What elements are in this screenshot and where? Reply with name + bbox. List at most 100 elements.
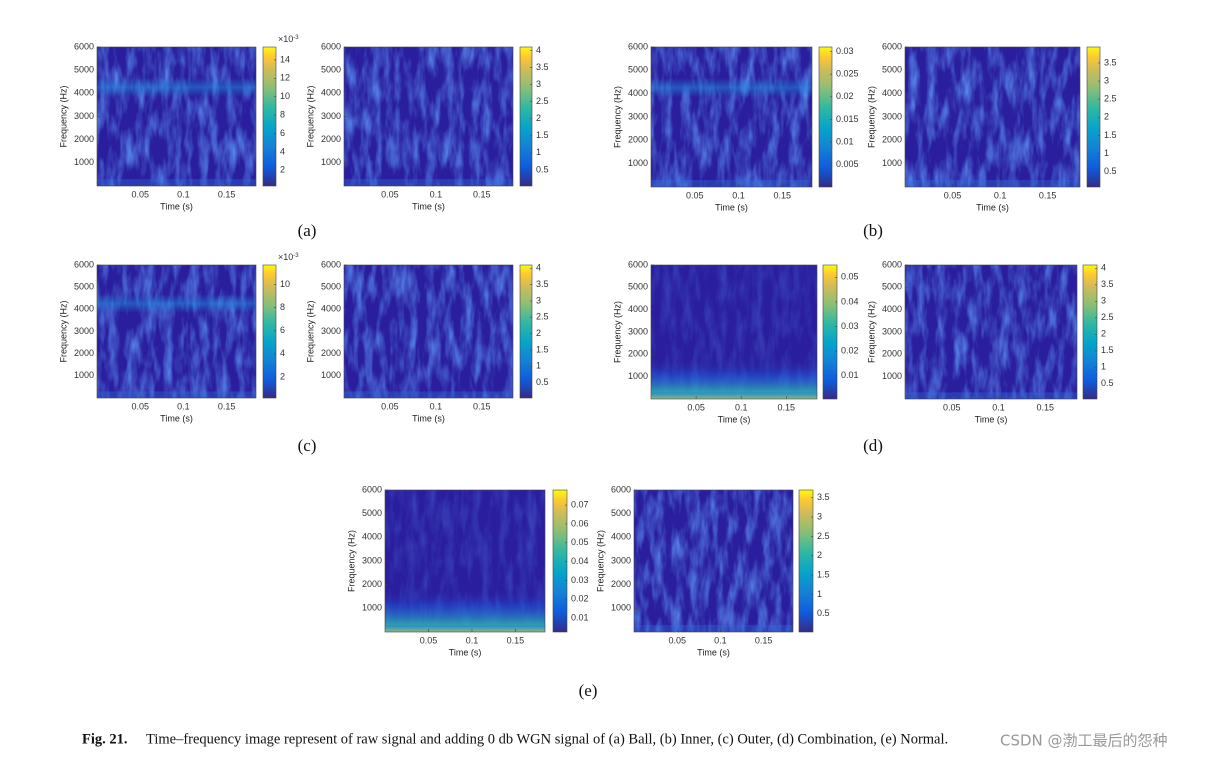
- y-tick-label: 4000: [628, 88, 648, 98]
- x-tick-label: 0.1: [466, 635, 479, 645]
- colorbar-tick-label: 1: [1101, 362, 1106, 372]
- colorbar-tick-label: 2.5: [536, 96, 549, 106]
- spectrogram-low-band: [344, 179, 513, 186]
- x-tick-label: 0.15: [778, 402, 796, 412]
- x-tick-label: 0.15: [507, 635, 525, 645]
- colorbar-tick-label: 0.02: [841, 346, 859, 356]
- x-axis-label: Time (s): [718, 414, 751, 424]
- y-tick-label: 6000: [321, 41, 341, 51]
- colorbar-tick-label: 3.5: [536, 62, 549, 72]
- x-tick-label: 0.05: [381, 401, 399, 411]
- y-tick-label: 3000: [321, 326, 341, 336]
- y-tick-label: 2000: [362, 579, 382, 589]
- colorbar-tick-label: 1: [536, 361, 541, 371]
- spectrogram-texture: [344, 265, 513, 398]
- colorbar-tick-label: 0.03: [841, 321, 859, 331]
- y-tick-label: 2000: [882, 349, 902, 359]
- caption-text: Time–frequency image represent of raw si…: [146, 731, 948, 747]
- y-axis-label: Frequency (Hz): [346, 530, 356, 592]
- y-tick-label: 6000: [882, 259, 902, 269]
- y-tick-label: 6000: [321, 259, 341, 269]
- colorbar-tick-label: 3: [817, 511, 822, 521]
- y-axis-label: Frequency (Hz): [305, 85, 315, 147]
- y-tick-label: 1000: [882, 158, 902, 168]
- x-tick-label: 0.05: [131, 189, 149, 199]
- colorbar-tick-label: 0.5: [536, 164, 549, 174]
- colorbar-tick-label: 3.5: [1104, 57, 1117, 67]
- y-tick-label: 4000: [628, 304, 648, 314]
- x-tick-label: 0.15: [218, 401, 236, 411]
- colorbar-tick-label: 8: [280, 302, 285, 312]
- colorbar: [1082, 264, 1098, 400]
- x-tick-label: 0.05: [420, 635, 438, 645]
- colorbar-tick-label: 0.01: [836, 137, 854, 147]
- colorbar-tick-label: 2: [536, 113, 541, 123]
- y-tick-label: 1000: [321, 157, 341, 167]
- spectrogram-band: [651, 77, 812, 98]
- spectrogram-texture: [97, 47, 256, 186]
- colorbar: [798, 489, 814, 633]
- y-tick-label: 2000: [321, 134, 341, 144]
- colorbar-tick-label: 0.02: [571, 594, 589, 604]
- colorbar-tick-label: 0.015: [836, 114, 859, 124]
- y-tick-label: 5000: [882, 282, 902, 292]
- y-tick-label: 3000: [628, 326, 648, 336]
- spectrogram-band: [97, 294, 256, 313]
- y-tick-label: 1000: [321, 370, 341, 380]
- colorbar-tick-label: 0.04: [571, 556, 589, 566]
- colorbar-tick-label: 3: [536, 79, 541, 89]
- colorbar-tick-label: 2: [280, 371, 285, 381]
- y-tick-label: 6000: [611, 484, 631, 494]
- y-tick-label: 6000: [628, 259, 648, 269]
- exponent-power: -3: [293, 35, 299, 41]
- spectrogram-low-band: [905, 180, 1080, 187]
- colorbar: [552, 489, 568, 633]
- x-tick-label: 0.15: [473, 401, 491, 411]
- y-tick-label: 6000: [882, 41, 902, 51]
- y-tick-label: 5000: [362, 508, 382, 518]
- panel-label: (c): [298, 436, 317, 455]
- spectrogram-low-band: [97, 391, 256, 398]
- y-tick-label: 5000: [882, 65, 902, 75]
- x-axis-label: Time (s): [160, 201, 193, 211]
- y-tick-label: 5000: [628, 65, 648, 75]
- colorbar-exponent: ×10-3: [278, 34, 299, 44]
- x-tick-label: 0.05: [944, 190, 962, 200]
- x-tick-label: 0.15: [1036, 402, 1054, 412]
- colorbar-tick-label: 0.02: [836, 91, 854, 101]
- x-tick-label: 0.1: [177, 401, 190, 411]
- y-tick-label: 1000: [882, 371, 902, 381]
- x-tick-label: 0.1: [732, 190, 745, 200]
- x-tick-label: 0.1: [714, 635, 727, 645]
- colorbar-tick-label: 3.5: [817, 492, 830, 502]
- x-tick-label: 0.1: [430, 401, 443, 411]
- x-tick-label: 0.15: [755, 635, 773, 645]
- y-tick-label: 2000: [628, 349, 648, 359]
- colorbar-tick-label: 1.5: [536, 344, 549, 354]
- colorbar-tick-label: 6: [280, 128, 285, 138]
- x-tick-label: 0.15: [773, 190, 791, 200]
- x-axis-label: Time (s): [412, 201, 445, 211]
- panel-label: (a): [298, 221, 317, 240]
- colorbar-tick-label: 4: [280, 146, 285, 156]
- y-tick-label: 3000: [321, 111, 341, 121]
- x-tick-label: 0.05: [943, 402, 961, 412]
- spectrogram-low-band: [651, 180, 812, 187]
- y-tick-label: 2000: [321, 348, 341, 358]
- colorbar-tick-label: 1.5: [1104, 130, 1117, 140]
- colorbar-tick-label: 2.5: [1104, 94, 1117, 104]
- y-tick-label: 4000: [882, 304, 902, 314]
- colorbar-tick-label: 0.03: [836, 46, 854, 56]
- x-axis-label: Time (s): [449, 647, 482, 657]
- colorbar-tick-label: 2: [817, 550, 822, 560]
- y-tick-label: 2000: [74, 348, 94, 358]
- y-axis-label: Frequency (Hz): [866, 86, 876, 148]
- colorbar-tick-label: 3: [1101, 296, 1106, 306]
- y-tick-label: 5000: [628, 282, 648, 292]
- y-tick-label: 3000: [628, 111, 648, 121]
- colorbar-tick-label: 0.5: [536, 377, 549, 387]
- y-axis-label: Frequency (Hz): [58, 300, 68, 362]
- x-tick-label: 0.1: [992, 402, 1005, 412]
- y-axis-label: Frequency (Hz): [612, 86, 622, 148]
- colorbar-tick-label: 3: [1104, 75, 1109, 85]
